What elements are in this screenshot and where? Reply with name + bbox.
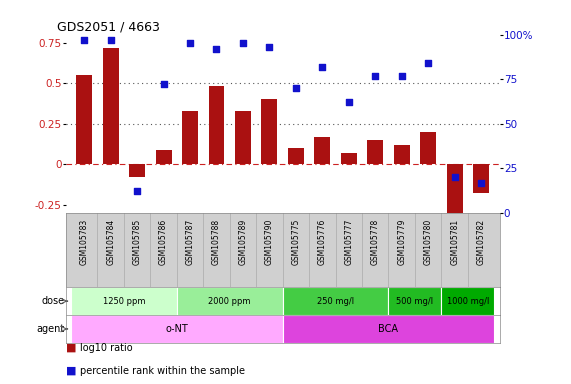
Text: 500 mg/l: 500 mg/l [396, 296, 433, 306]
Bar [447, 164, 463, 213]
Text: 250 mg/l: 250 mg/l [317, 296, 354, 306]
Bar [367, 140, 383, 164]
Point [265, 44, 274, 50]
Point [106, 37, 115, 43]
Bar [208, 86, 224, 164]
Bar [71, 287, 177, 315]
Text: percentile rank within the sample: percentile rank within the sample [80, 366, 245, 376]
Bar [283, 315, 494, 343]
Bar [262, 99, 278, 164]
Point [344, 99, 353, 105]
Text: GSM105775: GSM105775 [291, 219, 300, 265]
Text: GSM105789: GSM105789 [239, 219, 247, 265]
Point [450, 174, 459, 180]
Bar [103, 48, 119, 164]
Text: dose: dose [42, 296, 65, 306]
Text: GSM105787: GSM105787 [186, 219, 195, 265]
Bar [129, 164, 145, 177]
Point [132, 189, 142, 195]
Text: 2000 ppm: 2000 ppm [208, 296, 251, 306]
Text: 1250 ppm: 1250 ppm [103, 296, 145, 306]
Point [318, 64, 327, 70]
Bar [473, 164, 489, 194]
Text: GSM105782: GSM105782 [477, 219, 485, 265]
Text: GSM105788: GSM105788 [212, 219, 221, 265]
Text: ■: ■ [66, 343, 80, 353]
Text: GSM105786: GSM105786 [159, 219, 168, 265]
Point [424, 60, 433, 66]
Bar [71, 315, 283, 343]
Text: 1000 mg/l: 1000 mg/l [447, 296, 489, 306]
Text: GDS2051 / 4663: GDS2051 / 4663 [57, 20, 160, 33]
Text: GSM105785: GSM105785 [132, 219, 142, 265]
Text: GSM105781: GSM105781 [450, 219, 459, 265]
Text: o-NT: o-NT [166, 324, 188, 334]
Point [238, 40, 247, 46]
Point [159, 81, 168, 88]
Bar [288, 148, 304, 164]
Text: GSM105776: GSM105776 [318, 219, 327, 265]
Point [79, 37, 89, 43]
Text: BCA: BCA [379, 324, 399, 334]
Point [397, 73, 407, 79]
Bar [394, 145, 409, 164]
Bar [388, 287, 441, 315]
Bar [341, 153, 357, 164]
Text: agent: agent [37, 324, 65, 334]
Bar [441, 287, 494, 315]
Point [477, 179, 486, 185]
Point [212, 46, 221, 52]
Bar [77, 75, 92, 164]
Bar [182, 111, 198, 164]
Text: GSM105777: GSM105777 [344, 219, 353, 265]
Text: log10 ratio: log10 ratio [80, 343, 132, 353]
Bar [156, 150, 171, 164]
Bar [315, 137, 330, 164]
Text: GSM105783: GSM105783 [80, 219, 89, 265]
Text: ■: ■ [66, 366, 80, 376]
Bar [177, 287, 283, 315]
Text: GSM105784: GSM105784 [106, 219, 115, 265]
Text: GSM105790: GSM105790 [265, 219, 274, 265]
Bar [283, 287, 388, 315]
Bar [235, 111, 251, 164]
Point [371, 73, 380, 79]
Text: GSM105778: GSM105778 [371, 219, 380, 265]
Point [186, 40, 195, 46]
Text: GSM105779: GSM105779 [397, 219, 406, 265]
Bar [420, 132, 436, 164]
Text: GSM105780: GSM105780 [424, 219, 433, 265]
Point [291, 85, 300, 91]
